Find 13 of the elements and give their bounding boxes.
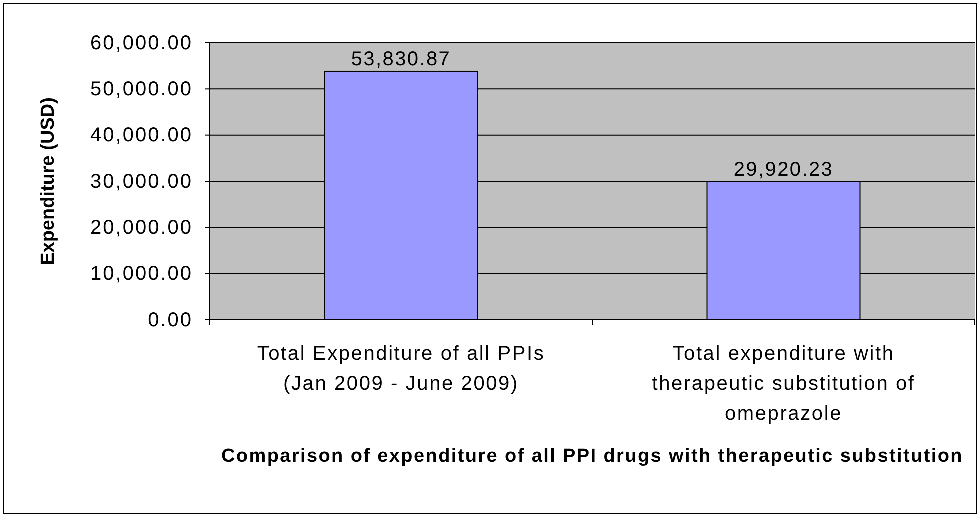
data-label: 53,830.87 <box>351 48 452 70</box>
y-tick-label: 30,000.00 <box>90 170 193 193</box>
x-tick-label: Total Expenditure of all PPIs (Jan 2009 - June 2009) <box>257 343 546 395</box>
y-axis-title: Expenditure (USD) <box>38 98 59 266</box>
y-tick-label: 0.00 <box>148 309 193 332</box>
y-tick-label: 60,000.00 <box>90 32 193 54</box>
y-tick-label: 40,000.00 <box>90 124 193 147</box>
x-tick-label: Total expenditure with therapeutic substitution of omeprazole <box>652 343 916 425</box>
y-tick-label: 20,000.00 <box>90 217 193 240</box>
x-axis-title: Comparison of expenditure of all PPI drugs with therapeutic substitution <box>222 446 964 467</box>
y-tick-label: 50,000.00 <box>90 78 193 101</box>
data-label: 29,920.23 <box>734 158 834 181</box>
y-tick-label: 10,000.00 <box>90 263 193 286</box>
